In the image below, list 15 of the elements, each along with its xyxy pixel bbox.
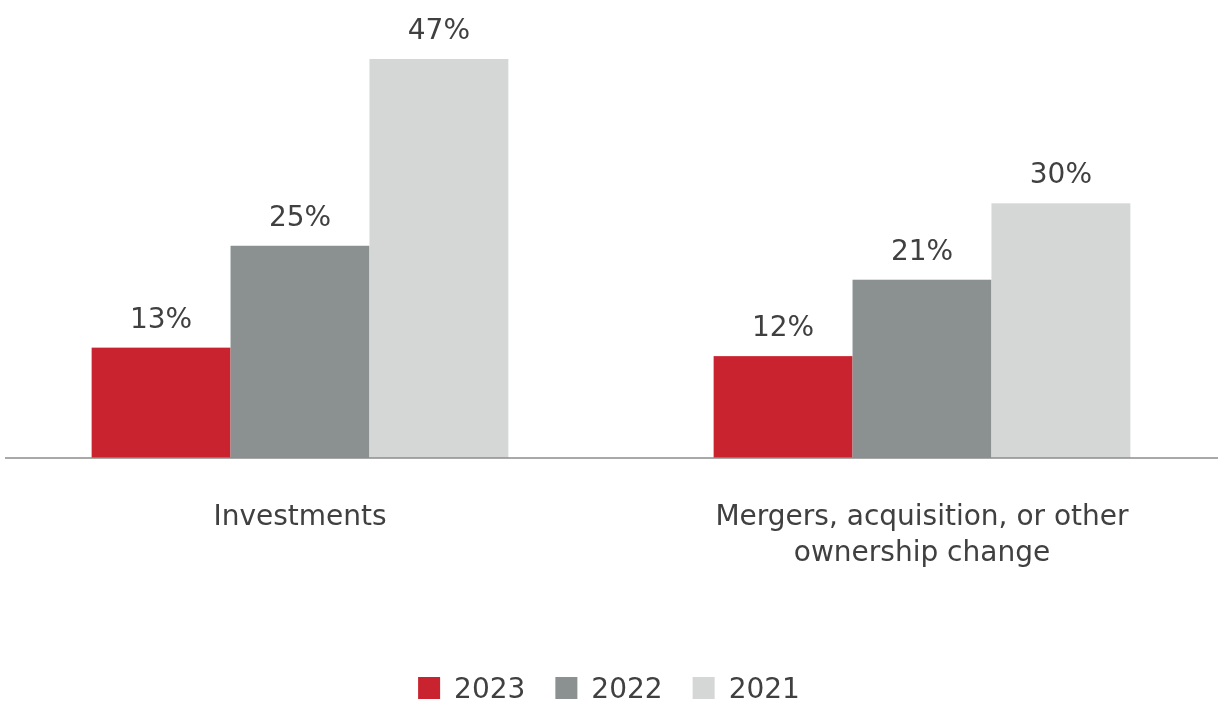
bar (369, 59, 509, 458)
legend-label: 2022 (591, 672, 663, 705)
data-label: 30% (1029, 157, 1093, 191)
data-label: 47% (407, 13, 471, 46)
bar (991, 203, 1131, 458)
bar (713, 356, 853, 458)
data-label: 21% (890, 233, 954, 267)
data-label: 25% (268, 199, 332, 233)
bar (91, 347, 231, 458)
data-label: 12% (751, 310, 815, 344)
legend-label: 2021 (728, 672, 800, 705)
x-tick-label: Mergers, acquisition, or other ownership change (715, 499, 1130, 568)
legend-label: 2023 (454, 672, 526, 705)
x-tick-label: Investments (213, 499, 387, 532)
data-label: 13% (129, 301, 193, 335)
